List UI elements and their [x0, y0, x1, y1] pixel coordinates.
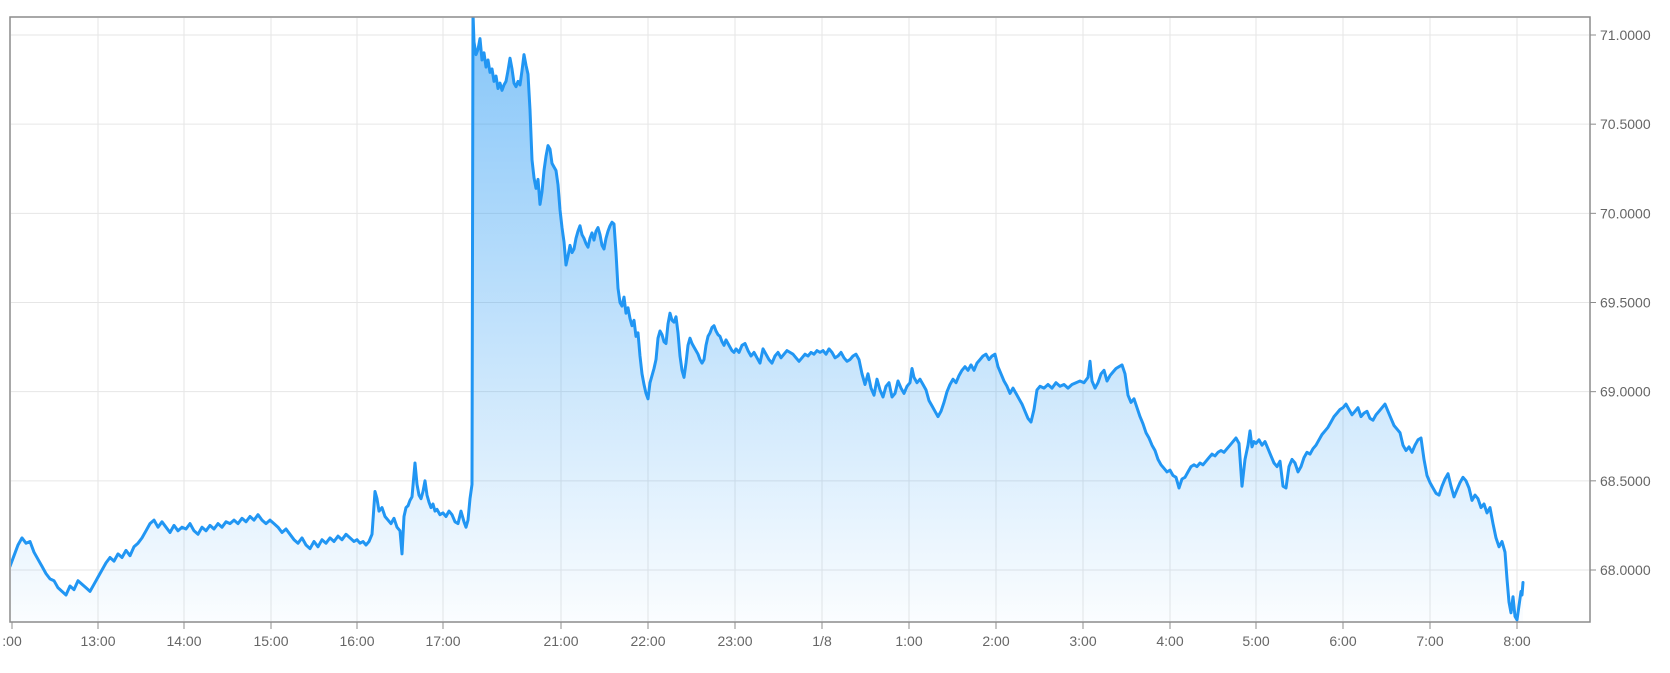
- y-tick-label: 69.5000: [1600, 294, 1651, 310]
- y-tick-label: 71.0000: [1600, 27, 1651, 43]
- x-tick-label: 23:00: [717, 633, 752, 649]
- y-tick-label: 69.0000: [1600, 384, 1651, 400]
- y-tick-label: 68.5000: [1600, 473, 1651, 489]
- area-fill: [11, 17, 1523, 622]
- x-tick-label: 5:00: [1242, 633, 1269, 649]
- plot-border: [9, 16, 1591, 623]
- x-tick-label: 14:00: [166, 633, 201, 649]
- x-tick-label: 3:00: [1069, 633, 1096, 649]
- y-tick-label: 70.0000: [1600, 205, 1651, 221]
- x-tick-label: 1:00: [895, 633, 922, 649]
- x-tick-label: 15:00: [253, 633, 288, 649]
- x-tick-label: 1/8: [812, 633, 832, 649]
- y-axis: 71.0000 70.5000 70.0000 69.5000 69.0000 68.50…: [1590, 27, 1651, 578]
- x-tick-label: 7:00: [1416, 633, 1443, 649]
- x-tick-label: 22:00: [630, 633, 665, 649]
- x-tick-label: 21:00: [543, 633, 578, 649]
- y-tick-label: 70.5000: [1600, 116, 1651, 132]
- x-tick-label: 2:00: [982, 633, 1009, 649]
- y-tick-label: 68.0000: [1600, 562, 1651, 578]
- price-line: [11, 17, 1525, 622]
- x-tick-label: 6:00: [1329, 633, 1356, 649]
- x-tick-label: :00: [2, 633, 22, 649]
- x-tick-label: 13:00: [80, 633, 115, 649]
- x-tick-label: 17:00: [425, 633, 460, 649]
- x-tick-label: 16:00: [339, 633, 374, 649]
- x-tick-label: 4:00: [1156, 633, 1183, 649]
- x-axis: :00 13:00 14:00 15:00 16:00 17:00 21:00 22:00 23…: [2, 622, 1531, 649]
- chart-plot-area[interactable]: [10, 17, 1590, 622]
- x-tick-label: 8:00: [1503, 633, 1530, 649]
- price-series: [11, 17, 1525, 622]
